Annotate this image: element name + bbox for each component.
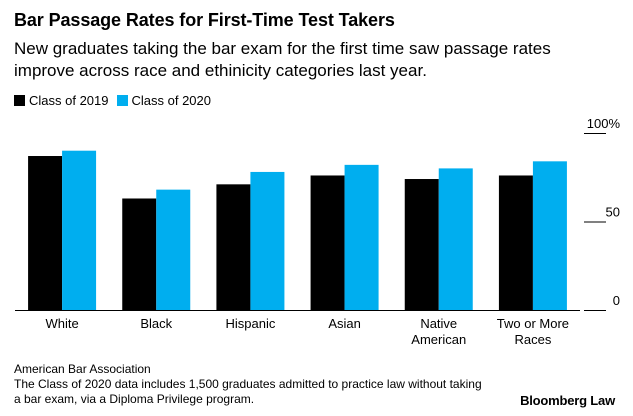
- x-tick-label: Native American: [411, 316, 466, 347]
- legend-swatch-2019: [14, 95, 25, 106]
- x-tick-label-line: Asian: [328, 316, 361, 331]
- x-tick-label-line: American: [411, 332, 466, 347]
- legend-item-2019: Class of 2019: [14, 93, 109, 108]
- bar-2019-4: [404, 179, 439, 310]
- legend-label-2020: Class of 2020: [131, 93, 212, 108]
- bar-2019-1: [122, 198, 157, 310]
- y-tick-label: 100%: [587, 116, 621, 131]
- bar-2020-2: [250, 171, 285, 310]
- bar-2019-3: [310, 175, 345, 310]
- footer: American Bar Association The Class of 20…: [14, 362, 484, 407]
- legend-label-2019: Class of 2019: [29, 93, 109, 108]
- x-tick-label-line: White: [45, 316, 78, 331]
- x-tick-label: Black: [140, 316, 172, 331]
- x-tick-label: White: [45, 316, 78, 331]
- bar-2020-3: [344, 164, 379, 310]
- bar-2020-1: [156, 189, 191, 310]
- chart-title: Bar Passage Rates for First-Time Test Ta…: [14, 10, 395, 30]
- bar-2019-5: [498, 175, 533, 310]
- x-tick-label-line: Native: [420, 316, 457, 331]
- y-tick-label: 50: [606, 205, 620, 220]
- brand-logo: Bloomberg Law: [520, 393, 615, 408]
- bar-2020-4: [438, 168, 473, 310]
- x-tick-label-line: Two or More: [497, 316, 569, 331]
- legend-item-2020: Class of 2020: [116, 93, 212, 108]
- x-tick-label: Hispanic: [225, 316, 275, 331]
- x-tick-label-line: Black: [140, 316, 172, 331]
- bar-2020-0: [62, 150, 97, 310]
- bar-2020-5: [532, 161, 567, 310]
- x-tick-label: Asian: [328, 316, 361, 331]
- chart-subtitle: New graduates taking the bar exam for th…: [14, 39, 551, 80]
- x-tick-label: Two or More Races: [497, 316, 569, 347]
- bar-2019-2: [216, 184, 251, 310]
- data-note: The Class of 2020 data includes 1,500 gr…: [14, 377, 482, 406]
- legend-swatch-2020: [116, 95, 128, 106]
- source-note: American Bar Association: [14, 362, 151, 376]
- x-tick-label-line: Races: [514, 332, 551, 347]
- legend: Class of 2019 Class of 2020: [14, 93, 219, 108]
- x-tick-label-line: Hispanic: [225, 316, 275, 331]
- y-tick-label: 0: [613, 293, 620, 308]
- bar-2019-0: [28, 156, 63, 310]
